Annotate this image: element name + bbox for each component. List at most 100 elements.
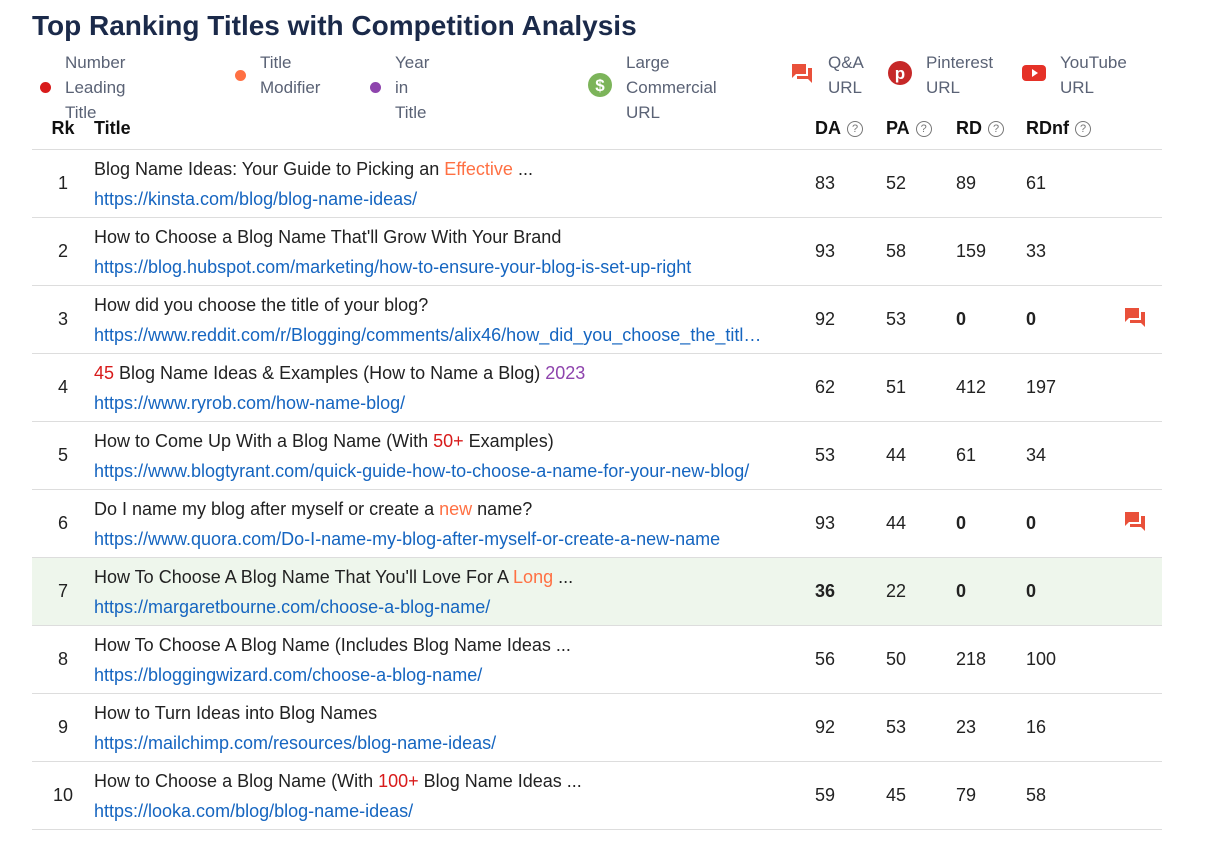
rank: 2 <box>32 217 94 286</box>
red-dot-icon <box>40 82 51 93</box>
da-value: 93 <box>815 489 886 558</box>
result-url[interactable]: https://bloggingwizard.com/choose-a-blog… <box>94 664 483 685</box>
rdnf-value: 197 <box>1026 353 1108 422</box>
page-title: Top Ranking Titles with Competition Anal… <box>32 10 637 41</box>
da-value: 92 <box>815 285 886 354</box>
chat-icon <box>790 61 814 90</box>
col-da-label: DA <box>815 118 841 138</box>
da-value: 53 <box>815 421 886 490</box>
rd-value: 79 <box>956 761 1026 830</box>
table-row: 1 Blog Name Ideas: Your Guide to Picking… <box>32 149 1162 218</box>
title-segment: name? <box>472 498 533 519</box>
pa-value: 45 <box>886 761 956 830</box>
rd-value: 0 <box>956 489 1026 558</box>
table-row: 8 How To Choose A Blog Name (Includes Bl… <box>32 625 1162 694</box>
result-url[interactable]: https://www.reddit.com/r/Blogging/commen… <box>94 324 770 345</box>
legend-item: p Pinterest URL <box>888 50 993 100</box>
title-segment: ... <box>512 158 533 179</box>
help-icon[interactable]: ? <box>847 121 863 137</box>
rank: 6 <box>32 489 94 558</box>
legend-label: Pinterest URL <box>926 53 994 97</box>
da-value: 36 <box>815 557 886 626</box>
rdnf-value: 61 <box>1026 149 1108 218</box>
title-segment: How did you choose the title of your blo… <box>94 294 429 315</box>
result-title: How did you choose the title of your blo… <box>94 290 815 320</box>
result-url[interactable]: https://www.ryrob.com/how-name-blog/ <box>94 392 406 413</box>
rank: 9 <box>32 693 94 762</box>
youtube-icon <box>1022 61 1046 90</box>
title-segment: How To Choose A Blog Name That You'll Lo… <box>94 566 514 587</box>
result-url[interactable]: https://margaretbourne.com/choose-a-blog… <box>94 596 491 617</box>
pa-value: 51 <box>886 353 956 422</box>
legend-label: Title Modifier <box>260 53 321 97</box>
rdnf-value: 16 <box>1026 693 1108 762</box>
help-icon[interactable]: ? <box>988 121 1004 137</box>
rd-value: 61 <box>956 421 1026 490</box>
rank: 5 <box>32 421 94 490</box>
col-da: DA? <box>815 108 886 150</box>
result-url[interactable]: https://www.quora.com/Do-I-name-my-blog-… <box>94 528 721 549</box>
purple-dot-icon <box>370 82 381 93</box>
rdnf-value: 58 <box>1026 761 1108 830</box>
title-segment: Do I name my blog after myself or create… <box>94 498 440 519</box>
da-value: 59 <box>815 761 886 830</box>
pa-value: 53 <box>886 285 956 354</box>
result-url[interactable]: https://kinsta.com/blog/blog-name-ideas/ <box>94 188 418 209</box>
rdnf-value: 100 <box>1026 625 1108 694</box>
table-row: 4 45 Blog Name Ideas & Examples (How to … <box>32 353 1162 422</box>
title-segment: 45 <box>94 362 115 383</box>
rdnf-value: 33 <box>1026 217 1108 286</box>
result-title: How to Choose a Blog Name That'll Grow W… <box>94 222 815 252</box>
rankings-table: Rk Title DA? PA? RD? RDnf? 1 Blog Name I… <box>32 108 1162 830</box>
pa-value: 44 <box>886 489 956 558</box>
title-segment: Blog Name Ideas: Your Guide to Picking a… <box>94 158 445 179</box>
rd-value: 159 <box>956 217 1026 286</box>
rank: 4 <box>32 353 94 422</box>
da-value: 62 <box>815 353 886 422</box>
title-segment: How To Choose A Blog Name (Includes Blog… <box>94 634 571 655</box>
col-rd: RD? <box>956 108 1026 150</box>
result-url[interactable]: https://mailchimp.com/resources/blog-nam… <box>94 732 497 753</box>
result-title: How to Turn Ideas into Blog Names <box>94 698 815 728</box>
help-icon[interactable]: ? <box>1075 121 1091 137</box>
da-value: 92 <box>815 693 886 762</box>
result-title: Do I name my blog after myself or create… <box>94 494 815 524</box>
legend-item: Q&A URL <box>790 50 864 100</box>
da-value: 56 <box>815 625 886 694</box>
result-title: How To Choose A Blog Name That You'll Lo… <box>94 562 815 592</box>
title-segment: How to Choose a Blog Name (With <box>94 770 379 791</box>
rank: 1 <box>32 149 94 218</box>
help-icon[interactable]: ? <box>915 121 932 137</box>
title-segment: Effective <box>444 158 513 179</box>
legend-label: Q&A URL <box>828 53 864 97</box>
title-segment: 100+ <box>378 770 419 791</box>
rank: 8 <box>32 625 94 694</box>
rank: 10 <box>32 761 94 830</box>
result-url[interactable]: https://looka.com/blog/blog-name-ideas/ <box>94 800 414 821</box>
orange-dot-icon <box>235 69 246 81</box>
title-segment: How to Come Up With a Blog Name (With <box>94 430 434 451</box>
table-row: 3 How did you choose the title of your b… <box>32 285 1162 354</box>
col-pa: PA? <box>886 108 956 150</box>
table-row: 9 How to Turn Ideas into Blog Names https… <box>32 693 1162 762</box>
da-value: 83 <box>815 149 886 218</box>
rdnf-value: 0 <box>1026 285 1108 354</box>
col-icons <box>1108 108 1162 150</box>
table-row: 10 How to Choose a Blog Name (With 100+ … <box>32 761 1162 830</box>
result-url[interactable]: https://www.blogtyrant.com/quick-guide-h… <box>94 460 750 481</box>
pinterest-icon: p <box>888 60 912 90</box>
pa-value: 44 <box>886 421 956 490</box>
col-title: Title <box>94 108 815 150</box>
pa-value: 52 <box>886 149 956 218</box>
rank: 3 <box>32 285 94 354</box>
col-rdnf: RDnf? <box>1026 108 1108 150</box>
title-segment: Examples) <box>463 430 554 451</box>
table-row: 5 How to Come Up With a Blog Name (With … <box>32 421 1162 490</box>
result-title: How to Come Up With a Blog Name (With 50… <box>94 426 815 456</box>
rdnf-value: 0 <box>1026 489 1108 558</box>
result-url[interactable]: https://blog.hubspot.com/marketing/how-t… <box>94 256 692 277</box>
rd-value: 23 <box>956 693 1026 762</box>
pa-value: 58 <box>886 217 956 286</box>
table-row: 6 Do I name my blog after myself or crea… <box>32 489 1162 558</box>
result-title: 45 Blog Name Ideas & Examples (How to Na… <box>94 358 815 388</box>
